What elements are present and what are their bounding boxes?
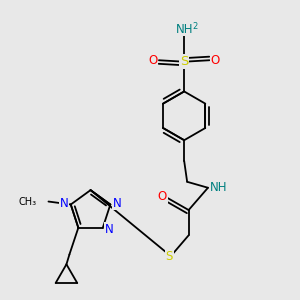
Text: NH: NH bbox=[210, 181, 227, 194]
Text: N: N bbox=[60, 196, 69, 209]
Text: CH₃: CH₃ bbox=[19, 196, 37, 206]
Text: O: O bbox=[148, 54, 158, 67]
Text: S: S bbox=[180, 55, 188, 68]
Text: N: N bbox=[112, 196, 121, 209]
Text: N: N bbox=[105, 223, 114, 236]
Text: NH: NH bbox=[176, 22, 193, 35]
Text: S: S bbox=[166, 250, 173, 262]
Text: O: O bbox=[158, 190, 167, 203]
Text: 2: 2 bbox=[193, 22, 198, 32]
Text: O: O bbox=[211, 54, 220, 67]
